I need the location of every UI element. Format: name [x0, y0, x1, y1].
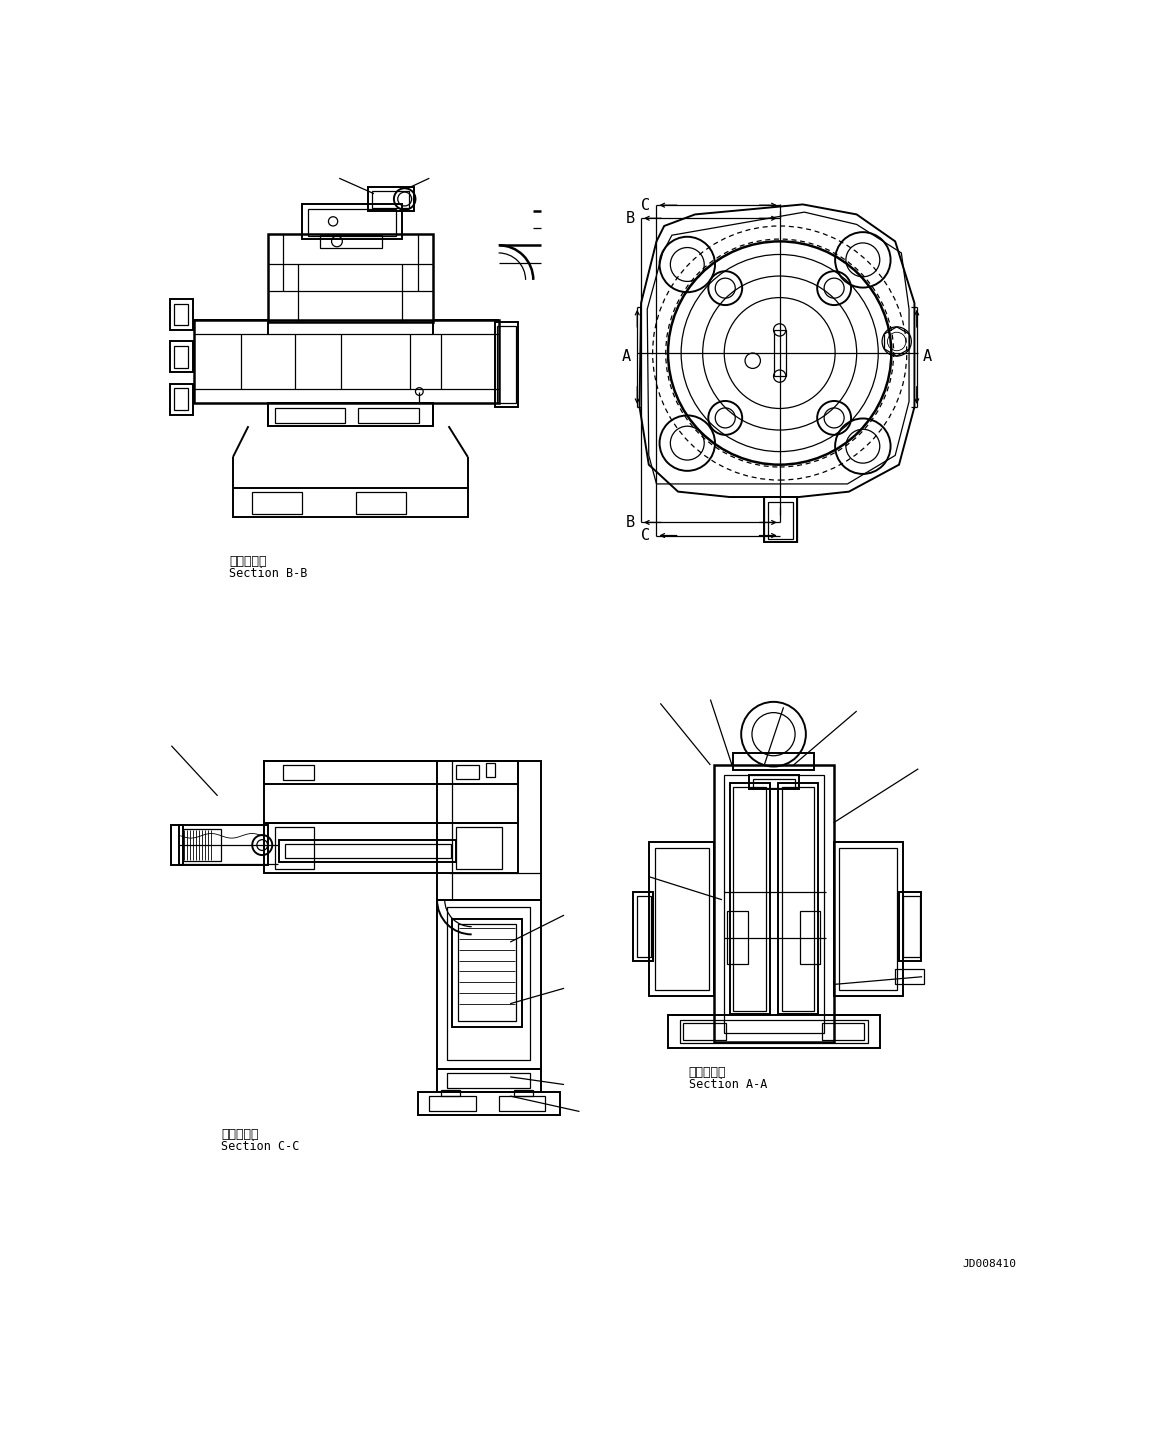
- Bar: [768, 502, 793, 539]
- Bar: [668, 1015, 879, 1048]
- Bar: [637, 896, 651, 958]
- Text: Section C-C: Section C-C: [221, 1140, 300, 1153]
- Text: C: C: [641, 528, 650, 543]
- Bar: [800, 911, 820, 964]
- Bar: [183, 829, 221, 862]
- Bar: [778, 783, 819, 1014]
- Bar: [494, 323, 518, 407]
- Bar: [899, 892, 921, 961]
- Bar: [514, 1090, 534, 1096]
- Bar: [283, 764, 314, 780]
- Text: C: C: [641, 198, 650, 212]
- Bar: [170, 384, 193, 414]
- Bar: [499, 1096, 544, 1111]
- Bar: [252, 492, 302, 513]
- Bar: [170, 300, 193, 330]
- Bar: [233, 488, 468, 518]
- Bar: [279, 840, 456, 862]
- Bar: [497, 326, 515, 403]
- Bar: [684, 1022, 726, 1040]
- Text: A: A: [622, 350, 632, 364]
- Text: B: B: [626, 211, 635, 225]
- Bar: [447, 1073, 530, 1088]
- Bar: [896, 969, 925, 984]
- Text: Section A-A: Section A-A: [688, 1078, 768, 1091]
- Bar: [264, 761, 518, 823]
- Bar: [368, 188, 414, 211]
- Bar: [173, 389, 187, 410]
- Bar: [437, 1070, 541, 1093]
- Text: A: A: [923, 350, 932, 364]
- Bar: [302, 205, 402, 239]
- Bar: [447, 908, 530, 1060]
- Bar: [179, 825, 267, 865]
- Bar: [773, 330, 786, 376]
- Bar: [452, 919, 522, 1027]
- Bar: [485, 763, 494, 777]
- Bar: [441, 1090, 461, 1096]
- Text: 断面Ｃ－Ｃ: 断面Ｃ－Ｃ: [221, 1129, 259, 1141]
- Bar: [727, 911, 748, 964]
- Bar: [714, 764, 834, 1043]
- Bar: [437, 761, 541, 899]
- Bar: [276, 826, 314, 869]
- Bar: [822, 1022, 864, 1040]
- Bar: [264, 823, 518, 873]
- Bar: [171, 825, 183, 865]
- Text: 断面Ｂ－Ｂ: 断面Ｂ－Ｂ: [229, 555, 266, 568]
- Bar: [782, 787, 814, 1011]
- Bar: [458, 925, 516, 1021]
- Bar: [418, 1093, 561, 1116]
- Bar: [729, 783, 770, 1014]
- Bar: [734, 787, 765, 1011]
- Bar: [173, 304, 187, 326]
- Text: 断面Ａ－Ａ: 断面Ａ－Ａ: [688, 1067, 727, 1080]
- Bar: [358, 407, 420, 423]
- Bar: [725, 774, 823, 1032]
- Bar: [267, 403, 433, 426]
- Bar: [276, 407, 344, 423]
- Bar: [764, 498, 797, 542]
- Bar: [429, 1096, 476, 1111]
- Bar: [320, 235, 381, 248]
- Text: Section B-B: Section B-B: [229, 566, 307, 579]
- Bar: [356, 492, 406, 513]
- Bar: [634, 892, 652, 961]
- Bar: [456, 764, 479, 779]
- Bar: [308, 209, 397, 237]
- Text: B: B: [626, 515, 635, 531]
- Bar: [456, 826, 502, 869]
- Bar: [372, 191, 409, 208]
- Bar: [170, 341, 193, 373]
- Text: JD008410: JD008410: [963, 1259, 1016, 1269]
- Bar: [752, 779, 795, 789]
- Bar: [902, 896, 920, 958]
- Bar: [437, 899, 541, 1070]
- Bar: [285, 845, 451, 858]
- Bar: [734, 753, 814, 770]
- Bar: [749, 774, 799, 789]
- Bar: [173, 346, 187, 367]
- Bar: [679, 1020, 869, 1043]
